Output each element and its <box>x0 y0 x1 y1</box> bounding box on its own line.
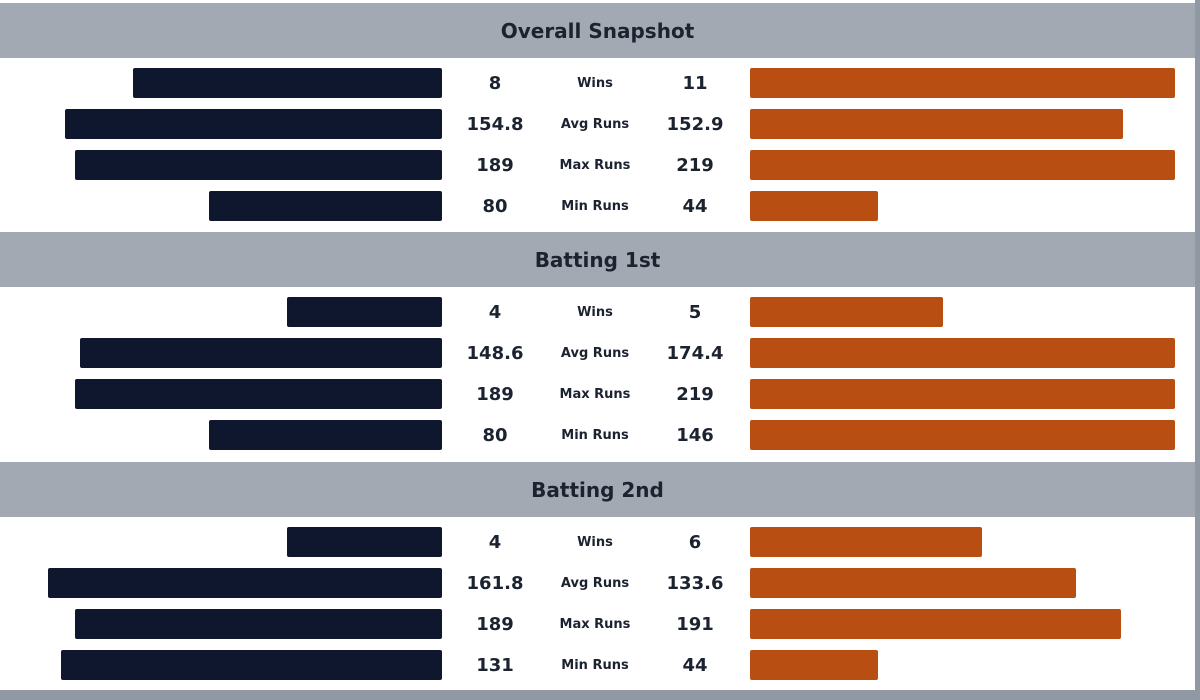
left-team-bar <box>60 650 442 680</box>
metric-label: Min Runs <box>561 198 629 214</box>
metric-label: Wins <box>577 304 613 320</box>
right-team-value: 219 <box>676 383 714 405</box>
left-team-value: 148.6 <box>466 342 524 364</box>
left-team-value: 80 <box>482 195 508 217</box>
metric-label: Wins <box>577 534 613 550</box>
right-team-value: 11 <box>682 72 708 94</box>
right-team-value: 6 <box>688 531 702 553</box>
metric-label: Min Runs <box>561 657 629 673</box>
left-team-value: 80 <box>482 424 508 446</box>
metric-label: Max Runs <box>559 157 631 173</box>
right-team-bar <box>750 191 879 221</box>
right-team-bar <box>750 68 1175 98</box>
left-team-bar <box>287 527 442 557</box>
left-team-bar <box>64 109 442 139</box>
metric-label: Avg Runs <box>560 116 630 132</box>
left-team-bar <box>209 191 442 221</box>
right-team-value: 174.4 <box>666 342 724 364</box>
right-team-value: 44 <box>682 654 708 676</box>
left-team-value: 189 <box>476 154 514 176</box>
right-team-value: 44 <box>682 195 708 217</box>
metric-label: Min Runs <box>561 427 629 443</box>
left-team-bar <box>47 568 442 598</box>
left-team-bar <box>79 338 442 368</box>
right-team-value: 133.6 <box>666 572 724 594</box>
right-team-bar <box>750 650 879 680</box>
metric-label: Wins <box>577 75 613 91</box>
left-team-value: 8 <box>488 72 502 94</box>
metric-label: Avg Runs <box>560 345 630 361</box>
left-team-value: 189 <box>476 613 514 635</box>
right-team-bar <box>750 527 982 557</box>
left-team-value: 131 <box>476 654 514 676</box>
left-team-value: 154.8 <box>466 113 524 135</box>
left-team-bar <box>75 609 442 639</box>
right-team-bar <box>750 420 1175 450</box>
metric-label: Max Runs <box>559 386 631 402</box>
section-header: Batting 1st <box>0 232 1195 287</box>
left-team-bar <box>132 68 442 98</box>
section-header: Overall Snapshot <box>0 3 1195 58</box>
section-header: Batting 2nd <box>0 462 1195 517</box>
left-team-bar <box>287 297 442 327</box>
right-team-value: 219 <box>676 154 714 176</box>
left-team-value: 189 <box>476 383 514 405</box>
right-team-bar <box>750 150 1175 180</box>
right-team-value: 146 <box>676 424 714 446</box>
right-team-bar <box>750 338 1175 368</box>
left-team-bar <box>75 379 442 409</box>
metric-label: Max Runs <box>559 616 631 632</box>
left-team-value: 4 <box>488 301 502 323</box>
left-team-value: 161.8 <box>466 572 524 594</box>
right-team-value: 191 <box>676 613 714 635</box>
right-team-value: 5 <box>688 301 702 323</box>
right-team-bar <box>750 297 944 327</box>
right-team-bar <box>750 379 1175 409</box>
left-team-bar <box>75 150 442 180</box>
right-team-bar <box>750 568 1076 598</box>
right-team-bar <box>750 109 1123 139</box>
metric-label: Avg Runs <box>560 575 630 591</box>
right-team-value: 152.9 <box>666 113 724 135</box>
left-team-value: 4 <box>488 531 502 553</box>
right-team-bar <box>750 609 1121 639</box>
left-team-bar <box>209 420 442 450</box>
